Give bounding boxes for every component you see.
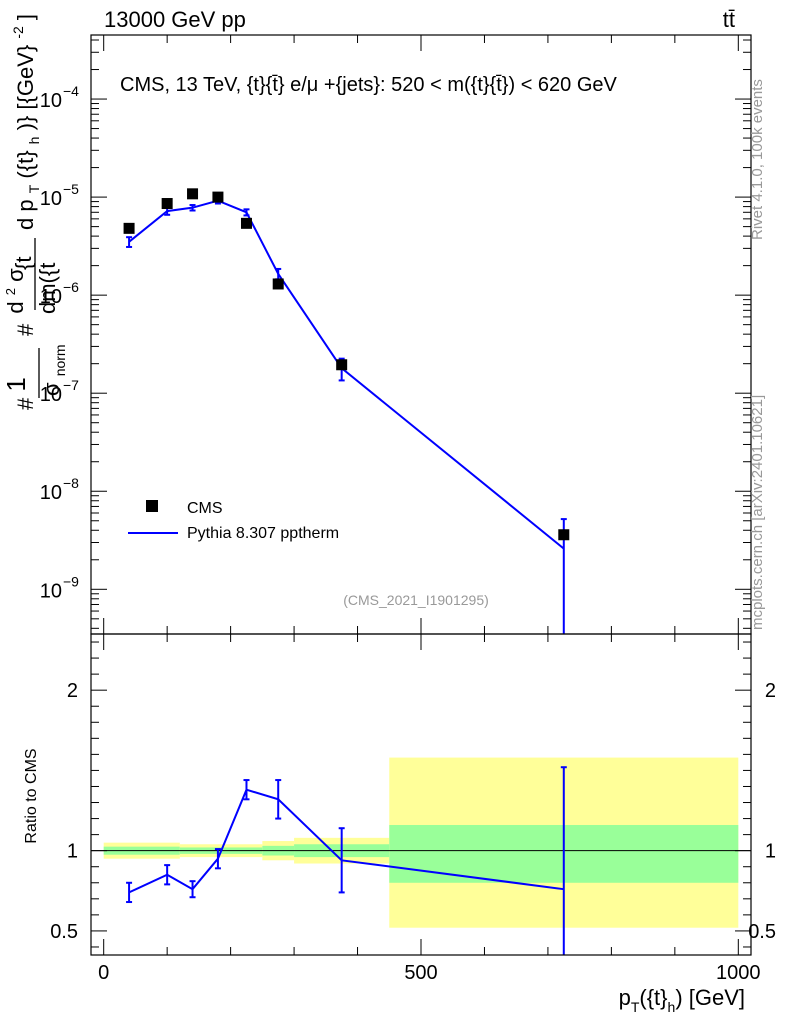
ratio-axis-ticks [91,634,751,955]
legend-mc-label: Pythia 8.307 pptherm [187,525,339,542]
ratio-y-tick-label-right: 0.5 [748,921,776,943]
ratio-mc-series [126,766,567,955]
ylabel-dp: d p [13,199,38,230]
y-tick-label-exponent: −7 [63,377,79,393]
y-tick-label-exponent: −8 [63,475,79,491]
svg-text:# 1: # 1 [1,377,38,410]
y-tick-label: 10 [40,482,62,504]
main-y-label: # 1 σ norm # d 2 σ dm({t {t d p T ({t} h [0,14,68,410]
y-tick-label: 10 [40,188,62,210]
ratio-y-tick-labels: 0.5 0.5 1 1 2 2 [50,680,776,943]
ylabel-d: d [3,301,28,313]
ylabel-h: h [26,137,42,145]
data-point [161,198,173,210]
y-tick-label-exponent: −4 [63,83,79,99]
ratio-panel: 0.5 0.5 1 1 2 2 0 500 1000 Ratio to CMS pT({t}h… [23,633,776,1015]
x-tick-label: 1000 [716,962,761,984]
svg-text:# d 2: # d 2 σ [0,268,38,336]
y-tick-label: 10 [40,90,62,112]
ylabel-gev: )} [{GeV} [13,45,38,131]
legend: CMS Pythia 8.307 pptherm [128,500,339,542]
y-tick-label-exponent: −6 [63,279,79,295]
rivet-version-label: Rivet 4.1.0, 100k events [749,79,766,240]
x-tick-labels: 0 500 1000 [98,962,760,984]
main-panel: 10−910−810−710−610−510−4 CMS, 13 TeV, {t… [0,14,752,635]
y-tick-label: 10 [40,580,62,602]
data-series [123,188,570,541]
data-point [272,278,284,290]
data-point [123,222,135,234]
svg-text:σ norm: σ norm [39,344,68,396]
x-tick-label: 500 [404,962,437,984]
legend-data-label: CMS [187,500,223,517]
mc-line [128,199,565,550]
mc-series [126,196,567,634]
data-point [212,191,224,203]
ylabel-frac1-num: 1 [1,377,31,391]
main-axis-ticks [91,35,751,634]
main-y-tick-labels: 10−910−810−710−610−510−4 [40,83,79,602]
ylabel-T: T [26,184,42,193]
y-tick-label-exponent: −5 [63,181,79,197]
ylabel-sigma2: σ [3,268,28,282]
ylabel-sigma: σ [39,382,64,396]
ylabel-exp: -2 [10,26,26,39]
ylabel-sq: 2 [3,288,18,295]
ratio-mc-line [128,788,564,894]
ratio-y-tick-label-left: 2 [67,680,78,702]
ratio-y-tick-label-left: 1 [67,841,78,863]
ylabel-norm: norm [52,344,68,376]
analysis-id: (CMS_2021_I1901295) [343,592,489,608]
x-tick-label: 0 [98,962,109,984]
ylabel-denominator: dm({t [35,263,60,314]
analysis-title: CMS, 13 TeV, {t}{t̄} e/μ +{jets}: 520 < … [120,74,618,96]
ratio-y-label: Ratio to CMS [23,748,40,843]
process-label: tt̄ [723,7,735,32]
ylabel-close: ] [13,14,38,20]
data-point [336,359,348,371]
data-point [240,217,252,229]
ylabel-frac2-extra: {t [11,257,36,270]
ylabel-hash2: # [13,323,38,336]
ylabel-hash1: # [13,397,38,410]
ylabel-t: ({t} [13,150,38,178]
ratio-bands [103,757,739,928]
data-point [187,188,199,200]
ratio-y-tick-label-right: 1 [765,841,776,863]
legend-data-marker [146,500,158,512]
ratio-y-tick-label-left: 0.5 [50,921,78,943]
main-frame [90,34,752,635]
svg-text:d p T ({t}: d p T ({t} h )} [{GeV} -2 ] [3,14,44,230]
beam-label: 13000 GeV pp [104,7,246,32]
mcplots-label: mcplots.cern.ch [arXiv:2401.10621] [749,395,766,630]
y-tick-label: 10 [40,286,62,308]
y-tick-label-exponent: −9 [63,573,79,589]
y-tick-label: 10 [40,384,62,406]
x-axis-label: pT({t}h) [GeV] [619,985,745,1015]
data-point [558,529,570,541]
ratio-y-tick-label-right: 2 [765,680,776,702]
